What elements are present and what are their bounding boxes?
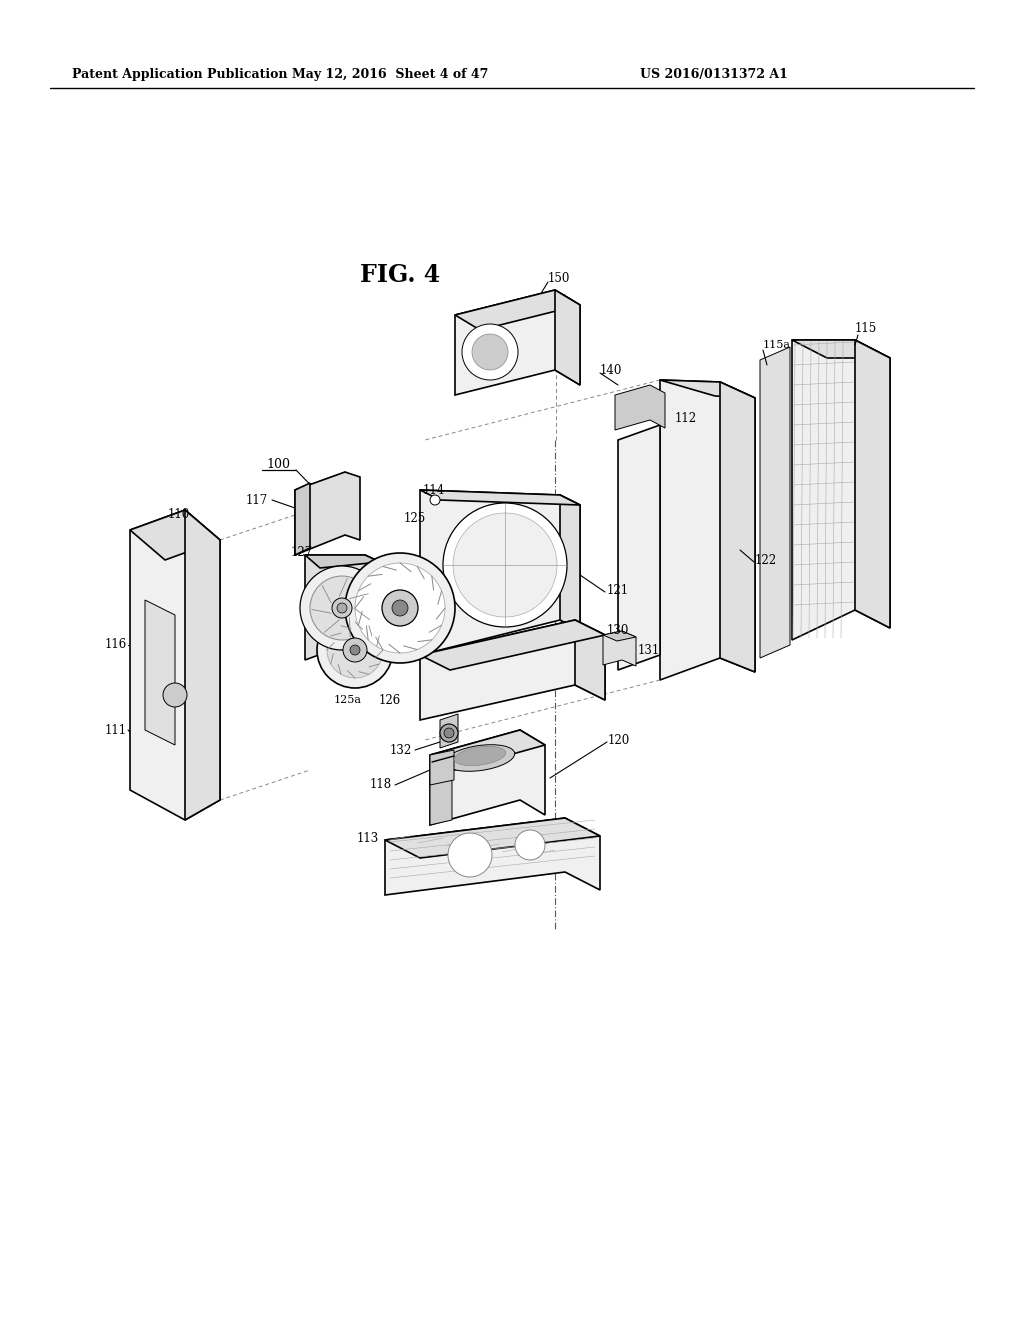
Circle shape	[443, 503, 567, 627]
Circle shape	[392, 601, 408, 616]
Circle shape	[462, 323, 518, 380]
Text: 110: 110	[168, 508, 190, 521]
Polygon shape	[130, 510, 220, 560]
Text: 125: 125	[403, 511, 426, 524]
Polygon shape	[560, 495, 580, 630]
Text: 150: 150	[548, 272, 570, 285]
Polygon shape	[420, 490, 580, 506]
Circle shape	[317, 612, 393, 688]
Text: 122: 122	[755, 553, 777, 566]
Polygon shape	[792, 341, 890, 640]
Circle shape	[453, 513, 557, 616]
Text: 114: 114	[423, 483, 445, 496]
Text: 115a: 115a	[763, 341, 791, 350]
Polygon shape	[660, 380, 755, 680]
Circle shape	[355, 564, 445, 653]
Text: 130: 130	[607, 623, 630, 636]
Text: 115: 115	[855, 322, 878, 334]
Text: Patent Application Publication: Patent Application Publication	[72, 69, 288, 81]
Polygon shape	[618, 425, 660, 671]
Text: 127: 127	[291, 546, 313, 560]
Polygon shape	[420, 490, 580, 655]
Text: 112: 112	[675, 412, 697, 425]
Polygon shape	[455, 290, 580, 395]
Polygon shape	[615, 385, 665, 430]
Polygon shape	[420, 620, 605, 671]
Circle shape	[345, 553, 455, 663]
Text: 120: 120	[608, 734, 630, 747]
Text: US 2016/0131372 A1: US 2016/0131372 A1	[640, 69, 787, 81]
Polygon shape	[295, 483, 310, 554]
Polygon shape	[855, 341, 890, 628]
Polygon shape	[305, 554, 380, 568]
Circle shape	[343, 638, 367, 663]
Polygon shape	[420, 620, 605, 719]
Circle shape	[163, 682, 187, 708]
Polygon shape	[455, 290, 580, 330]
Polygon shape	[575, 620, 605, 700]
Polygon shape	[660, 380, 755, 399]
Polygon shape	[185, 510, 220, 820]
Polygon shape	[792, 341, 890, 358]
Circle shape	[337, 603, 347, 612]
Ellipse shape	[445, 744, 515, 771]
Circle shape	[444, 729, 454, 738]
Polygon shape	[720, 381, 755, 672]
Circle shape	[310, 576, 374, 640]
Circle shape	[440, 723, 458, 742]
Circle shape	[449, 833, 492, 876]
Text: 111: 111	[104, 723, 127, 737]
Text: 100: 100	[266, 458, 290, 471]
Text: 121: 121	[607, 583, 629, 597]
Polygon shape	[385, 818, 600, 895]
Polygon shape	[145, 601, 175, 744]
Polygon shape	[440, 714, 458, 748]
Polygon shape	[385, 818, 600, 858]
Text: 116: 116	[104, 639, 127, 652]
Circle shape	[350, 645, 360, 655]
Polygon shape	[295, 473, 360, 554]
Circle shape	[515, 830, 545, 861]
Circle shape	[300, 566, 384, 649]
Circle shape	[332, 598, 352, 618]
Polygon shape	[430, 750, 454, 785]
Polygon shape	[130, 510, 220, 820]
Polygon shape	[603, 631, 636, 642]
Polygon shape	[555, 290, 580, 385]
Text: 125a: 125a	[334, 696, 362, 705]
Text: 132: 132	[390, 743, 412, 756]
Text: FIG. 4: FIG. 4	[359, 263, 440, 286]
Polygon shape	[430, 730, 545, 825]
Polygon shape	[305, 554, 380, 660]
Polygon shape	[603, 631, 636, 667]
Text: 113: 113	[357, 832, 379, 845]
Text: 140: 140	[600, 363, 623, 376]
Text: 131: 131	[638, 644, 660, 656]
Polygon shape	[760, 347, 790, 657]
Polygon shape	[430, 775, 452, 825]
Circle shape	[430, 495, 440, 506]
Circle shape	[327, 622, 383, 678]
Circle shape	[382, 590, 418, 626]
Polygon shape	[430, 730, 545, 770]
Text: 117: 117	[246, 494, 268, 507]
Text: May 12, 2016  Sheet 4 of 47: May 12, 2016 Sheet 4 of 47	[292, 69, 488, 81]
Text: 118: 118	[370, 779, 392, 792]
Text: 126: 126	[379, 693, 401, 706]
Circle shape	[472, 334, 508, 370]
Ellipse shape	[455, 746, 506, 766]
